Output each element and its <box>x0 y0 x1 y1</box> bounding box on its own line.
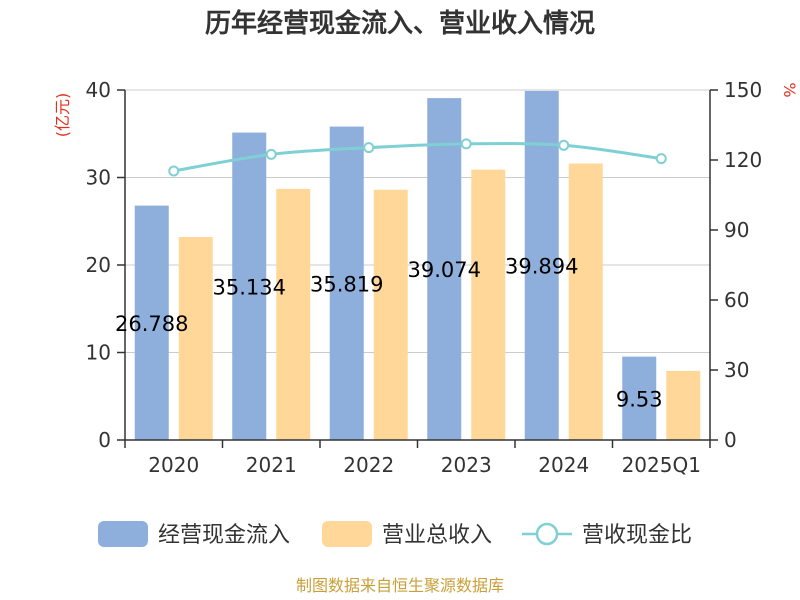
x-tick-label: 2024 <box>538 453 589 477</box>
bar <box>471 169 506 440</box>
legend-label: 经营现金流入 <box>158 523 290 548</box>
grid-lines <box>125 89 710 353</box>
data-labels: 26.788 35.134 35.819 39.074 39.894 9.53 <box>115 254 663 411</box>
bar <box>622 356 657 440</box>
bar-data-label: 35.134 <box>213 275 286 299</box>
ratio-point <box>363 142 375 154</box>
x-tick-label: 2020 <box>148 453 199 477</box>
right-tick-label: 30 <box>724 358 749 382</box>
legend-swatch <box>98 521 148 547</box>
left-axis-unit: (亿元) <box>53 93 72 138</box>
ratio-point <box>168 165 180 177</box>
legend-marker <box>535 522 559 546</box>
bar <box>568 163 603 440</box>
left-tick-label: 40 <box>86 78 111 102</box>
source-note: 制图数据来自恒生聚源数据库 <box>296 576 504 595</box>
bar-data-label: 26.788 <box>115 312 188 336</box>
bar-data-label: 9.53 <box>616 387 663 411</box>
bar <box>524 90 559 441</box>
left-tick-label: 0 <box>98 428 111 452</box>
bar <box>373 189 408 440</box>
left-tick-label: 10 <box>86 341 111 365</box>
bar <box>178 237 213 440</box>
legend-label: 营业总收入 <box>382 523 492 548</box>
right-tick-label: 60 <box>724 288 749 312</box>
right-tick-label: 120 <box>724 148 762 172</box>
bar-data-label: 39.074 <box>408 258 481 282</box>
chart-title: 历年经营现金流入、营业收入情况 <box>205 8 595 39</box>
x-tick-label: 2022 <box>343 453 394 477</box>
right-tick-label: 150 <box>724 78 762 102</box>
ratio-point <box>265 148 277 160</box>
bar-data-label: 39.894 <box>505 254 578 278</box>
right-tick-label: 90 <box>724 218 749 242</box>
legend: 经营现金流入 营业总收入 营收现金比 <box>98 521 692 548</box>
bar <box>276 188 311 440</box>
bar-data-label: 35.819 <box>310 272 383 296</box>
ratio-point <box>655 153 667 165</box>
right-tick-label: 0 <box>724 428 737 452</box>
bar <box>427 98 462 440</box>
x-tick-label: 2025Q1 <box>622 453 701 477</box>
axes: 0 10 20 30 40 0 30 60 90 120 150 2020 2021 2022 2023 20… <box>86 78 763 477</box>
ratio-line-path <box>173 142 662 173</box>
bar <box>134 205 169 440</box>
ratio-point <box>460 138 472 150</box>
bar <box>666 370 701 440</box>
bar <box>329 126 364 441</box>
left-tick-label: 20 <box>86 253 111 277</box>
legend-label: 营收现金比 <box>582 523 692 548</box>
bars <box>134 90 701 441</box>
bar <box>232 132 267 440</box>
x-tick-label: 2021 <box>246 453 297 477</box>
right-axis-unit: % <box>780 82 799 97</box>
left-tick-label: 30 <box>86 166 111 190</box>
x-tick-label: 2023 <box>441 453 492 477</box>
ratio-point <box>558 139 570 151</box>
ratio-line <box>168 138 667 177</box>
legend-swatch <box>322 521 372 547</box>
